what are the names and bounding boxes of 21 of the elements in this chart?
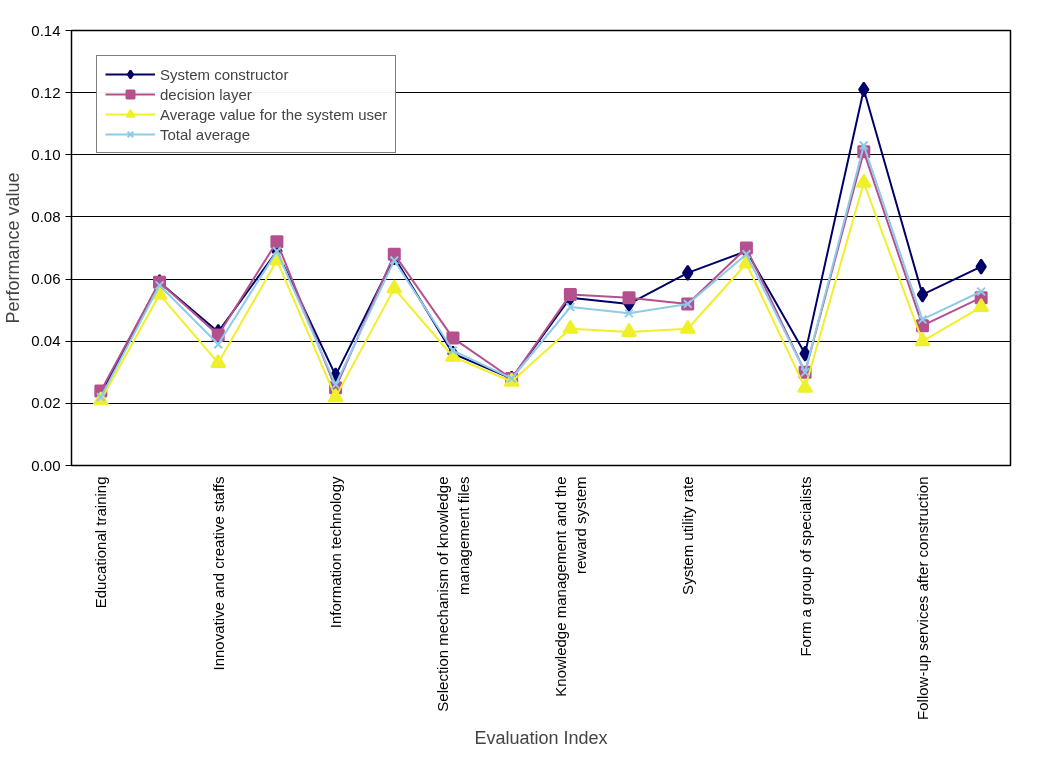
y-tick-label: 0.14 (31, 21, 61, 39)
x-tick-label: Form a group of specialists (796, 476, 814, 657)
y-tick-label: 0.08 (31, 207, 61, 225)
y-tick-label: 0.02 (31, 394, 61, 412)
legend-label: System constructor (160, 64, 289, 84)
x-tick-label: Follow-up services after construction (913, 476, 931, 720)
x-tick-label: System utility rate (679, 476, 697, 595)
y-tick-label: 0.06 (31, 270, 61, 288)
x-axis-title: Evaluation Index (474, 727, 608, 748)
legend-label: decision layer (160, 84, 252, 104)
legend-label: Average value for the system user (160, 104, 388, 124)
y-axis-title: Performance value (3, 172, 24, 324)
x-tick-label: Educational training (92, 476, 110, 609)
y-tick-label: 0.12 (31, 83, 61, 101)
x-tick-label: Innovative and creative staffs (209, 476, 227, 671)
x-tick-label: Selection mechanism of knowledge management files (434, 476, 472, 712)
y-tick-label: 0.10 (31, 145, 61, 163)
x-tick-label: Information technology (327, 476, 345, 629)
legend-label: Total average (160, 124, 251, 144)
y-tick-label: 0.00 (31, 456, 61, 474)
y-tick-label: 0.04 (31, 332, 61, 350)
